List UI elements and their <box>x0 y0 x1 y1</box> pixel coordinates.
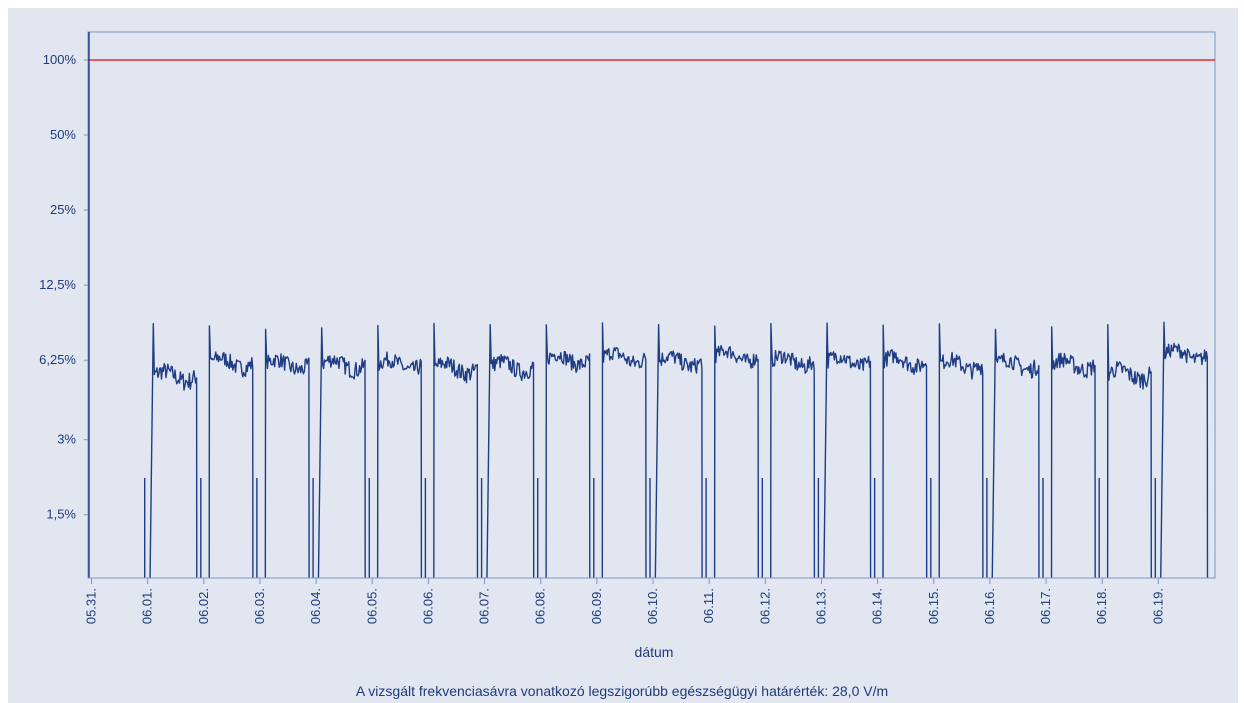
series-line <box>88 32 1209 578</box>
x-tick-label: 06.12. <box>757 588 772 624</box>
x-tick-label: 06.16. <box>982 588 997 624</box>
x-tick-label: 05.31. <box>84 588 99 624</box>
x-tick-label: 06.04. <box>308 588 323 624</box>
x-tick-label: 06.14. <box>870 588 885 624</box>
footer-note: A vizsgált frekvenciasávra vonatkozó leg… <box>356 683 888 699</box>
y-tick-label: 25% <box>50 202 76 217</box>
x-tick-label: 06.02. <box>196 588 211 624</box>
x-tick-label: 06.09. <box>589 588 604 624</box>
y-tick-label: 6,25% <box>39 352 76 367</box>
x-tick-label: 06.06. <box>420 588 435 624</box>
x-tick-label: 06.07. <box>477 588 492 624</box>
x-axis: 05.31. 06.01. 06.02. 06.03. 06.04. 06.05. 06.0… <box>84 577 1215 624</box>
x-tick-label: 06.10. <box>645 588 660 624</box>
x-tick-label: 06.13. <box>813 588 828 624</box>
y-axis: 100% 50% 25% 12,5% 6,25% 3% 1,5% <box>39 52 88 522</box>
y-tick-label: 1,5% <box>46 507 76 522</box>
x-tick-label: 06.11. <box>701 588 716 623</box>
x-tick-label: 06.03. <box>252 588 267 624</box>
x-tick-label: 06.01. <box>140 588 155 624</box>
x-tick-label: 06.15. <box>926 588 941 624</box>
x-tick-label: 06.18. <box>1094 588 1109 624</box>
x-tick-label: 06.17. <box>1038 588 1053 624</box>
y-tick-label: 3% <box>57 432 76 447</box>
x-axis-title: dátum <box>635 644 674 660</box>
y-tick-label: 50% <box>50 127 76 142</box>
y-tick-label: 100% <box>43 52 77 67</box>
x-tick-label: 06.05. <box>364 588 379 624</box>
y-tick-label: 12,5% <box>39 277 76 292</box>
x-tick-label: 06.19. <box>1150 588 1165 624</box>
x-tick-label: 06.08. <box>533 588 548 624</box>
